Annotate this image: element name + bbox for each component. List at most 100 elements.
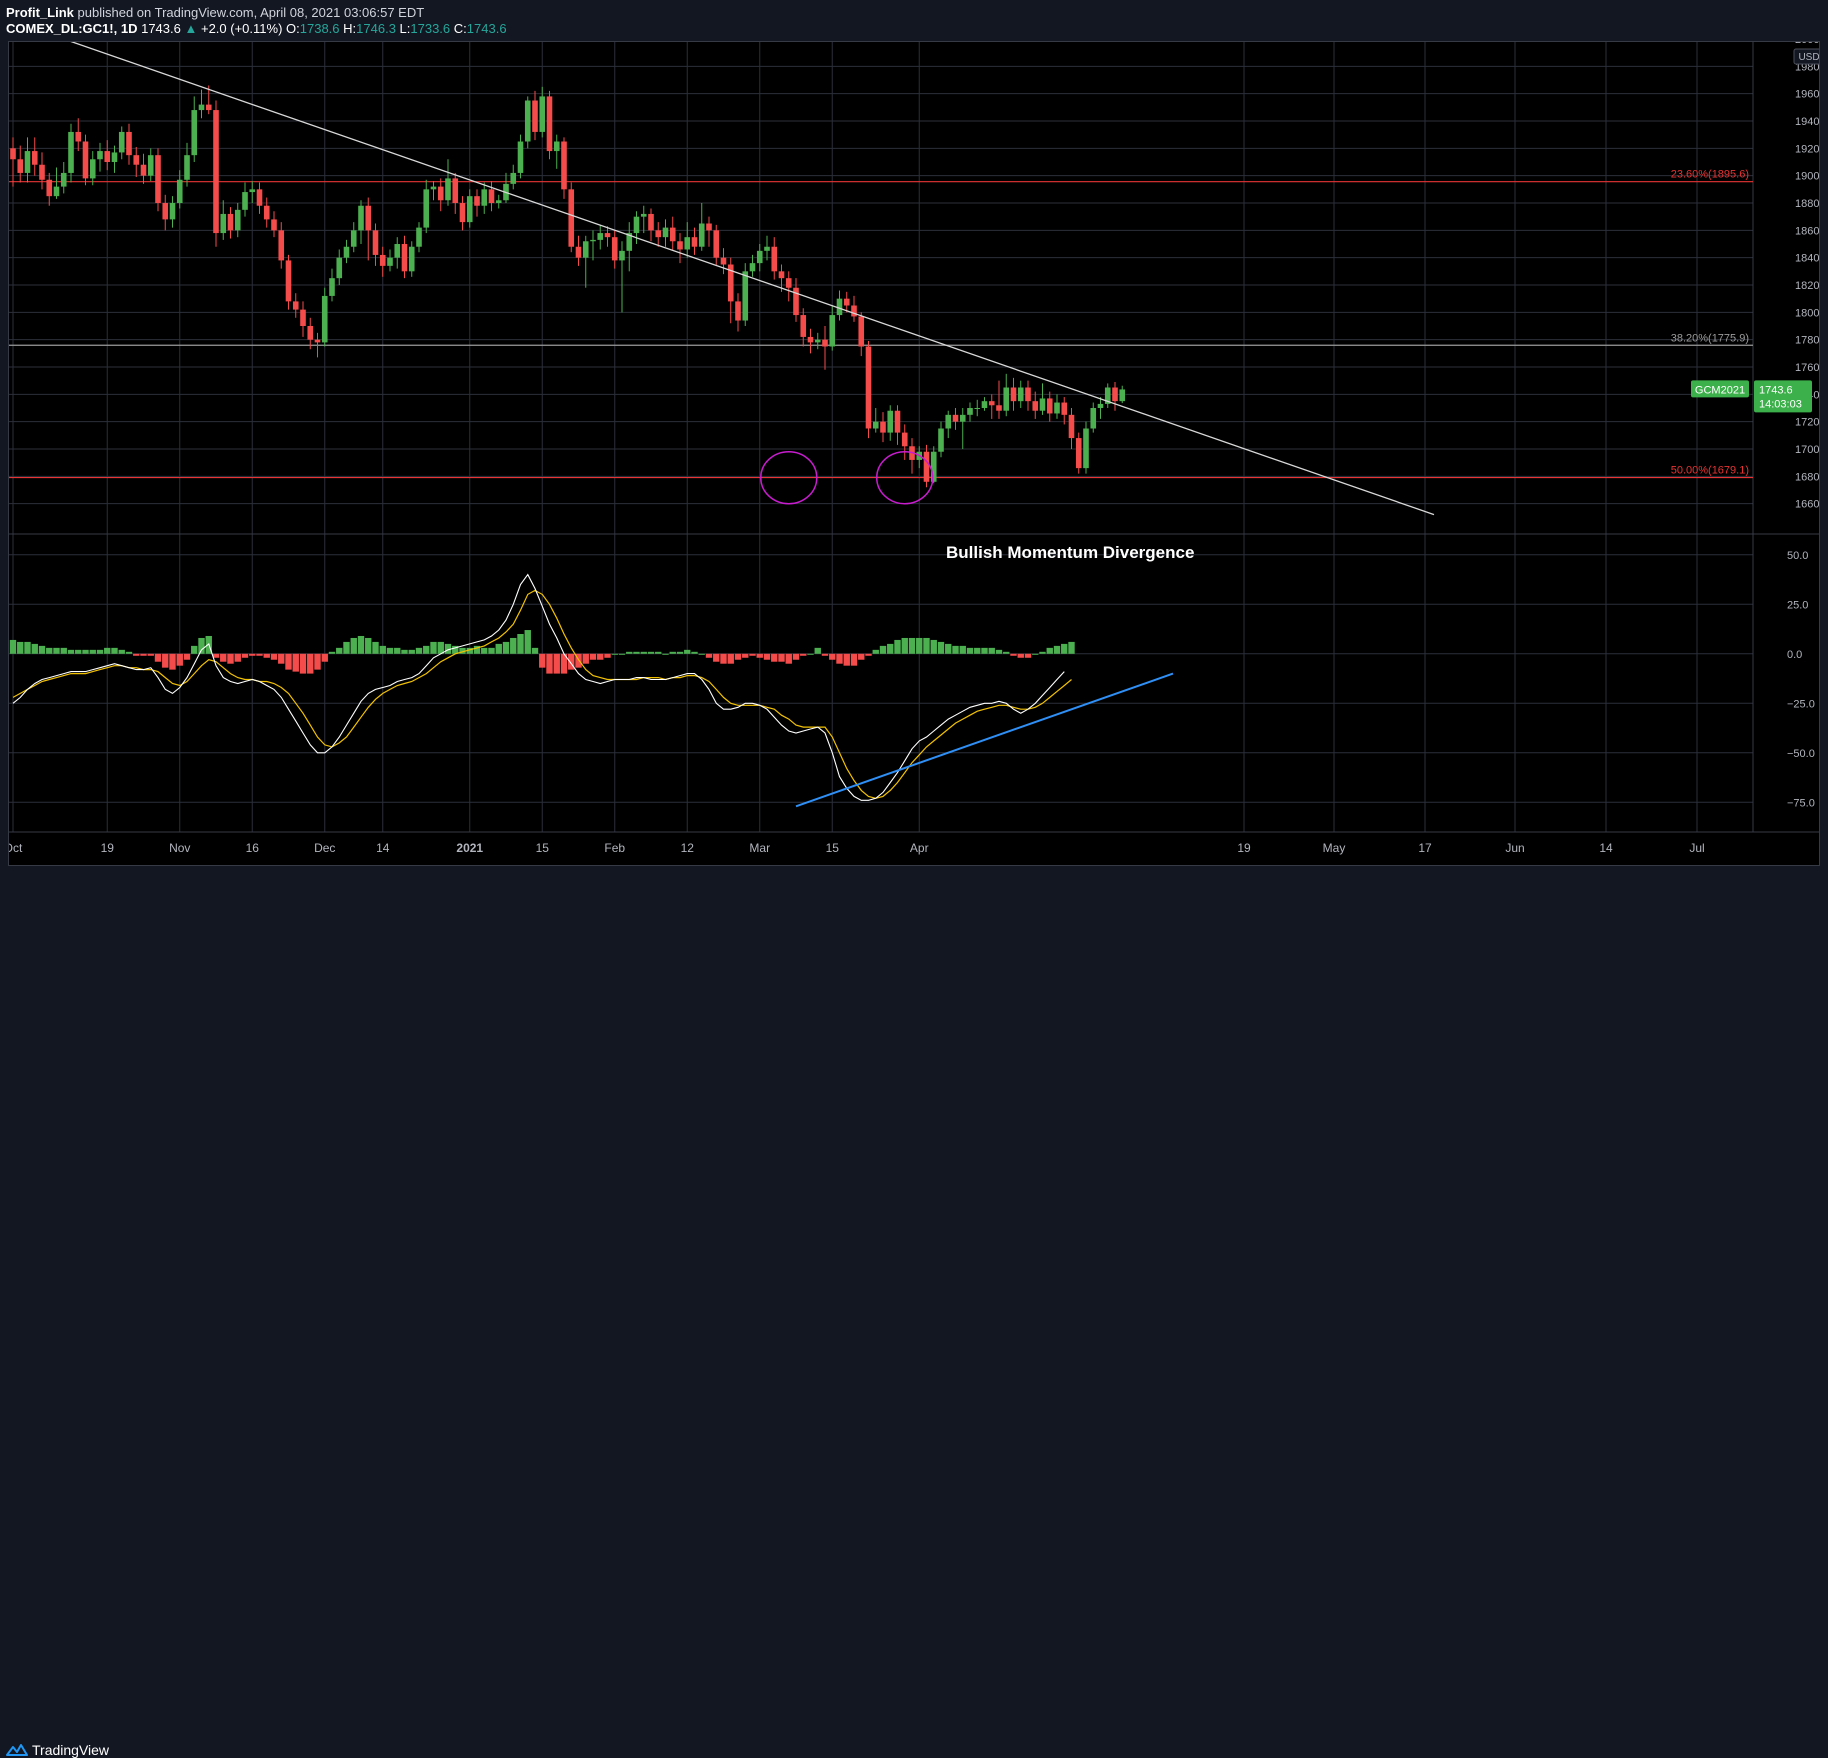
candle-body — [988, 401, 995, 406]
histogram-bar — [343, 641, 350, 654]
histogram-bar — [31, 643, 38, 654]
histogram-bar — [1010, 653, 1017, 656]
histogram-bar — [357, 635, 365, 654]
histogram-bar — [321, 653, 328, 662]
candle-body — [24, 151, 31, 173]
price-tick-label: 1960.0 — [1795, 89, 1819, 101]
candle-body — [155, 155, 161, 203]
histogram-bar — [705, 653, 713, 658]
candle-body — [807, 336, 814, 343]
candle-body — [720, 257, 727, 265]
oscillator-tick-label: 50.0 — [1787, 550, 1808, 562]
candle-body — [945, 414, 952, 429]
candle-body — [669, 227, 676, 242]
histogram-bar — [336, 647, 343, 654]
candle-body — [742, 271, 749, 321]
histogram-bar — [575, 653, 582, 668]
candle-body — [350, 230, 357, 247]
candle-body — [285, 260, 292, 302]
histogram-bar — [611, 653, 618, 655]
candle-body — [198, 104, 205, 111]
candle-body — [851, 305, 857, 317]
time-tick-label: 12 — [681, 841, 695, 855]
histogram-bar — [125, 651, 133, 654]
candle-body — [176, 179, 183, 203]
histogram-bar — [981, 647, 988, 654]
ohlc-legend: COMEX_DL:GC1!, 1D 1743.6 ▲ +2.0 (+0.11%)… — [6, 21, 507, 36]
price-tick-label: 1660.0 — [1795, 499, 1819, 511]
time-tick-label: 14 — [376, 841, 390, 855]
candle-body — [1017, 387, 1024, 402]
histogram-bar — [771, 653, 778, 662]
candle-body — [466, 196, 473, 223]
histogram-bar — [713, 653, 720, 662]
candle-body — [1097, 403, 1104, 408]
histogram-bar — [510, 637, 517, 654]
candle-body — [1112, 387, 1118, 402]
time-tick-label: Mar — [749, 841, 770, 855]
candle-body — [967, 408, 973, 415]
histogram-bar — [220, 653, 227, 662]
candle-body — [184, 155, 190, 180]
candle-body — [887, 410, 894, 433]
candle-body — [31, 151, 38, 165]
tradingview-brand[interactable]: TradingView — [32, 1742, 110, 1758]
candle-body — [655, 230, 662, 238]
candle-body — [46, 179, 53, 197]
histogram-bar — [742, 653, 749, 658]
candle-body — [39, 164, 45, 180]
histogram-bar — [930, 639, 937, 654]
candle-body — [727, 264, 734, 302]
chart-canvas[interactable]: 23.60%(1895.6) 38.20%(1775.9) 50.00%(1679.… — [4, 34, 1828, 865]
histogram-bar — [684, 649, 691, 654]
candle-body — [604, 233, 611, 238]
histogram-bar — [198, 637, 205, 654]
histogram-bar — [843, 653, 850, 666]
histogram-bar — [1068, 641, 1075, 654]
histogram-bar — [234, 653, 241, 662]
histogram-bar — [488, 647, 495, 654]
candle-body — [553, 141, 560, 152]
candle-body — [1090, 408, 1097, 429]
histogram-bar — [872, 649, 879, 654]
candle-body — [1083, 428, 1089, 469]
histogram-bar — [995, 649, 1003, 654]
candle-body — [756, 250, 763, 264]
histogram-bar — [524, 630, 531, 654]
divergence-annotation: Bullish Momentum Divergence — [946, 543, 1194, 562]
currency-label: USD — [1798, 52, 1819, 63]
histogram-bar — [655, 651, 662, 654]
histogram-bar — [241, 653, 249, 658]
histogram-bar — [365, 637, 372, 654]
histogram-bar — [1003, 651, 1010, 654]
histogram-bar — [430, 641, 437, 654]
candle-body — [894, 410, 901, 433]
chart-area[interactable]: 23.60%(1895.6) 38.20%(1775.9) 50.00%(1679.… — [4, 34, 1828, 866]
histogram-bar — [495, 643, 502, 654]
double-bottom-circle — [876, 450, 934, 505]
last-price-tag-value: 1743.6 — [1759, 384, 1793, 396]
signal-line — [12, 589, 1072, 799]
candle-body — [611, 237, 618, 261]
candle-body — [495, 200, 502, 203]
tradingview-logo-icon[interactable] — [6, 1742, 28, 1758]
histogram-bar — [60, 647, 67, 654]
histogram-bar — [256, 653, 263, 656]
candle-body — [793, 287, 799, 316]
histogram-bar — [974, 647, 981, 654]
candle-body — [880, 421, 886, 433]
divergence-trendline — [795, 672, 1174, 808]
author-name[interactable]: Profit_Link — [6, 5, 74, 20]
close-label: C: — [453, 21, 467, 36]
candle-body — [1075, 438, 1082, 469]
candle-body — [1032, 401, 1039, 411]
histogram-bar — [394, 647, 401, 654]
histogram-bar — [452, 645, 459, 654]
candle-body — [640, 213, 647, 217]
candle-body — [263, 205, 270, 220]
histogram-bar — [952, 645, 959, 654]
histogram-bar — [473, 645, 481, 654]
candle-body — [1068, 414, 1075, 439]
histogram-bar — [314, 653, 321, 670]
candle-body — [329, 278, 335, 296]
